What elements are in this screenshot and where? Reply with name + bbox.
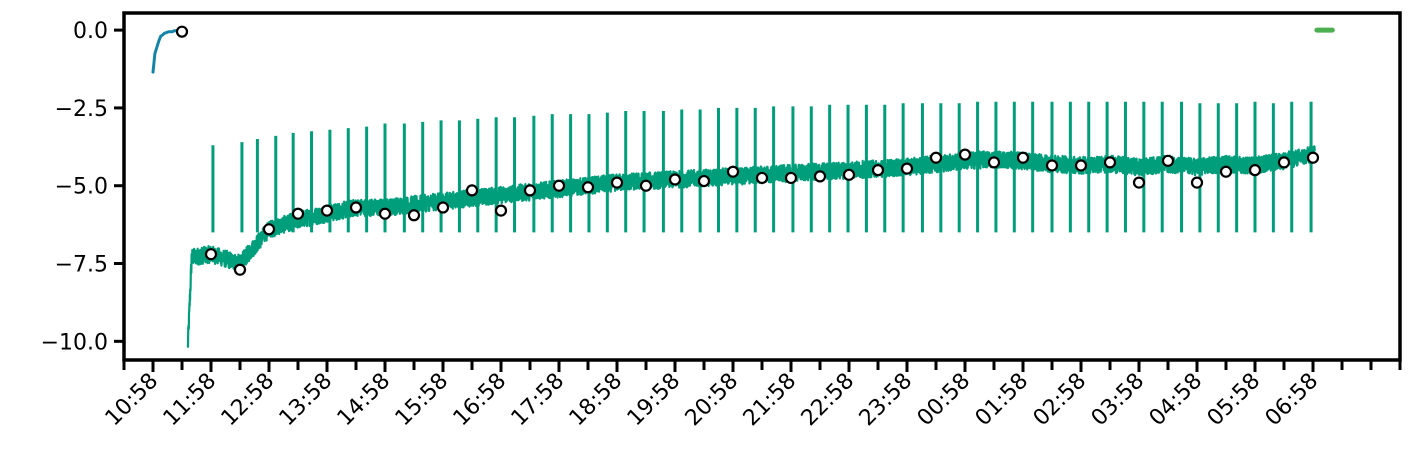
data-point-marker [1248,164,1262,177]
data-point-marker [523,184,537,197]
x-tick-label: 23:58 [855,369,918,432]
y-tick-label: −10.0 [41,330,108,355]
data-point-marker [407,209,421,222]
data-point-marker [291,207,305,220]
axes-layer: 0.0 −2.5 −5.0 −7.5 −10.0 10:5811:5812:5813:58… [41,19,1402,432]
data-point-marker [204,248,218,261]
data-point-marker [813,170,827,183]
x-tick-label: 22:58 [797,369,860,432]
data-point-marker [1045,159,1059,172]
data-point-marker [494,204,508,217]
data-point-marker [1074,159,1088,172]
y-tick-label: −7.5 [55,253,108,278]
data-point-marker [581,181,595,194]
data-point-marker [639,179,653,192]
data-point-marker [465,184,479,197]
data-point-marker [755,171,769,185]
data-point-marker [320,204,334,217]
x-tick-label: 11:58 [159,369,222,432]
x-tick-label: 21:58 [739,369,802,432]
x-tick-label: 12:58 [217,369,280,432]
x-tick-label: 00:58 [913,369,976,432]
data-point-marker [900,162,914,175]
data-point-marker [1016,151,1030,164]
data-point-marker [726,165,740,178]
data-point-marker [697,174,711,188]
data-point-marker [436,201,450,214]
data-point-marker [958,148,972,161]
data-point-marker [1161,154,1175,167]
data-point-marker [987,156,1001,169]
data-point-marker [1277,156,1291,169]
marker-layer [175,25,1320,276]
y-tick-label: 0.0 [73,19,108,44]
data-point-marker [1103,156,1117,169]
data-point-marker [1306,151,1320,164]
x-tick-label: 04:58 [1145,369,1208,432]
data-point-marker [610,176,624,189]
data-point-marker [1190,176,1204,189]
x-tick-label: 17:58 [507,369,570,432]
series-layer [151,27,1335,348]
x-tick-label: 05:58 [1203,369,1266,432]
x-tick-label: 06:58 [1261,369,1324,432]
y-tick-label: −5.0 [55,175,108,200]
x-tick-label: 15:58 [391,369,454,432]
data-point-marker [262,223,276,236]
data-point-marker [668,173,682,186]
data-point-marker [233,263,247,276]
x-tick-label: 16:58 [449,369,512,432]
series-1-line [186,145,1316,348]
data-point-marker [378,207,392,220]
plot-frame [122,11,1402,362]
data-point-marker [175,25,189,38]
data-point-marker [349,201,363,214]
x-tick-label: 19:58 [623,369,686,432]
data-point-marker [1219,165,1233,178]
y-tick-label: −2.5 [55,97,108,122]
x-tick-label: 13:58 [275,369,338,432]
data-point-marker [929,151,943,164]
data-point-marker [871,164,885,177]
data-point-marker [842,168,856,181]
x-tick-label: 02:58 [1029,369,1092,432]
x-tick-label: 10:58 [101,369,164,432]
data-point-marker [784,171,798,185]
data-point-marker [1132,176,1146,189]
x-tick-label: 03:58 [1087,369,1150,432]
data-point-marker [552,179,566,192]
x-tick-label: 18:58 [565,369,628,432]
x-tick-label: 20:58 [681,369,744,432]
x-tick-label: 14:58 [333,369,396,432]
x-tick-label: 01:58 [971,369,1034,432]
